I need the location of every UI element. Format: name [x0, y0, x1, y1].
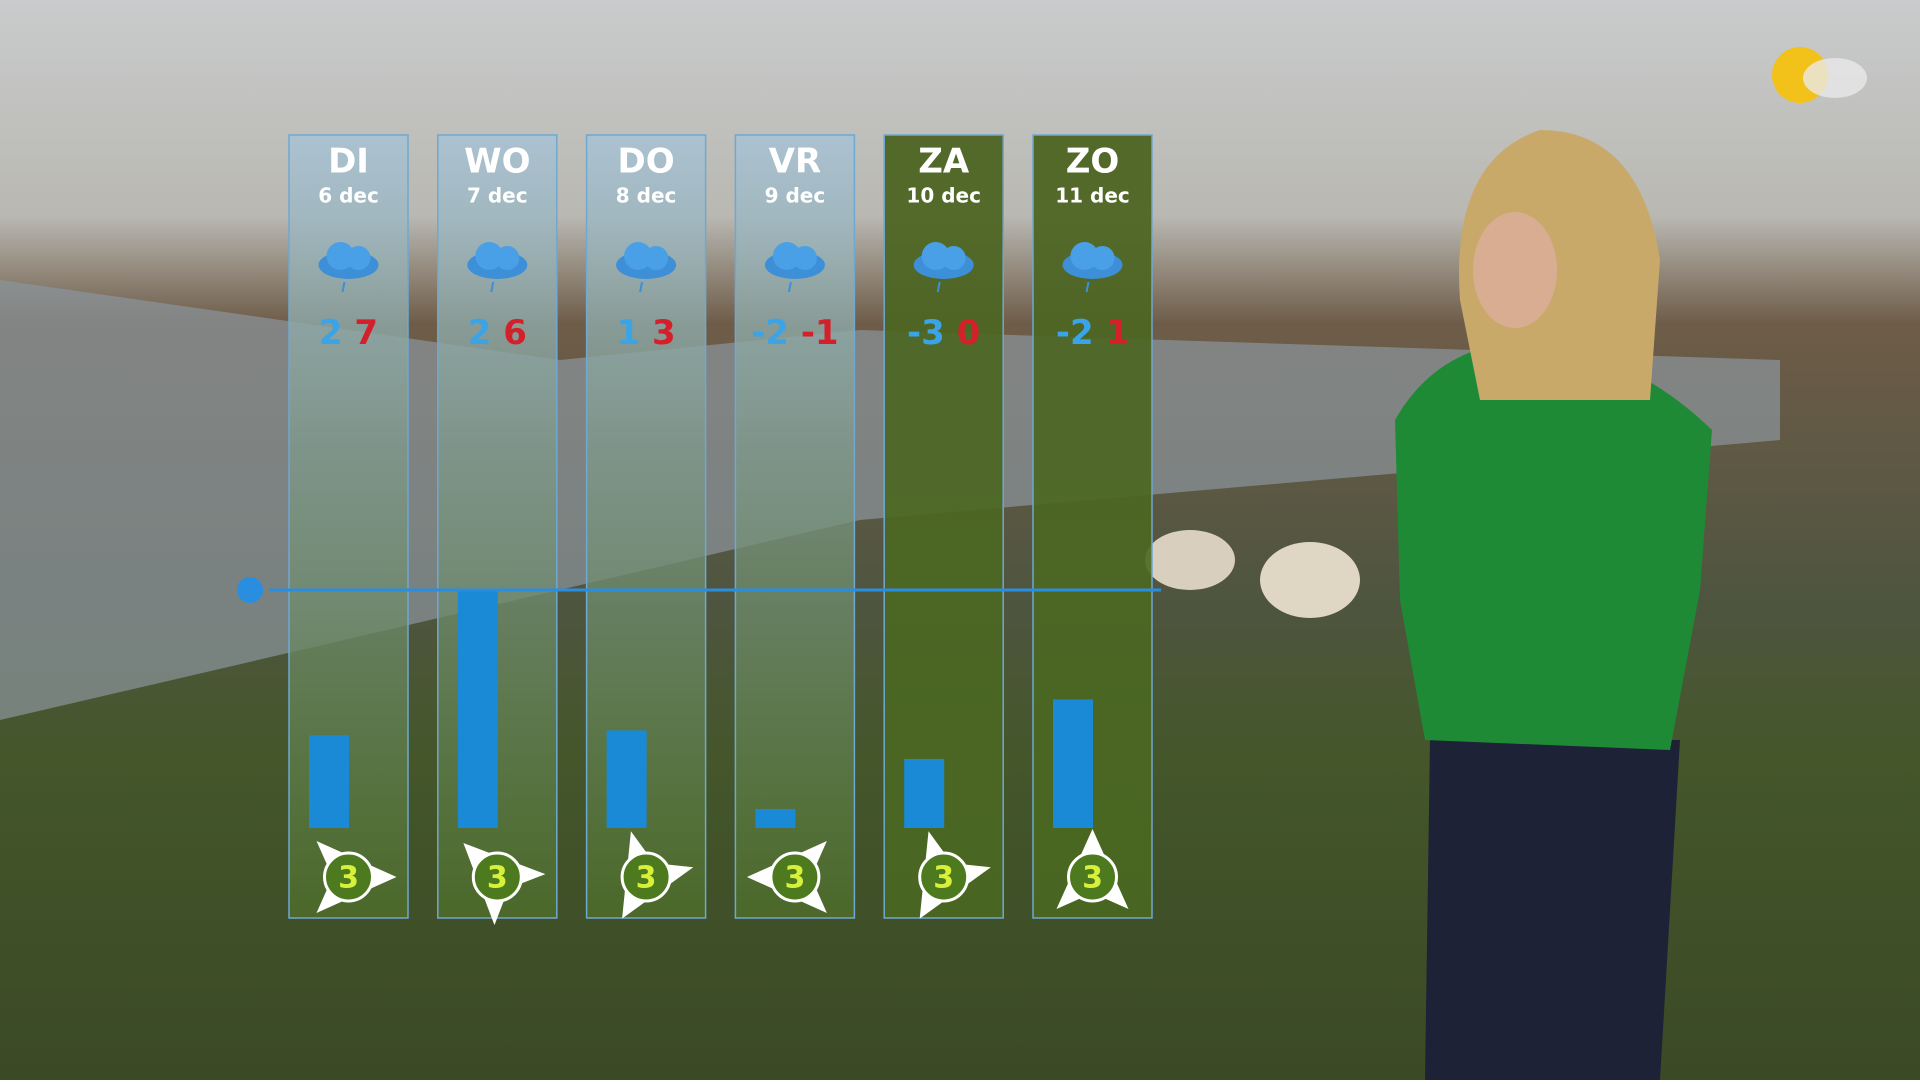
sheep — [1260, 542, 1360, 618]
wind-energy-bar — [1053, 699, 1093, 828]
day-label: ZA — [918, 142, 970, 182]
date-label: 6 dec — [318, 184, 379, 208]
min-temp: -2 — [1056, 313, 1094, 353]
cloud-icon — [1070, 242, 1099, 270]
wind-force-circle — [323, 851, 374, 903]
temperature: -2 1 — [1056, 313, 1129, 353]
rain-drop — [490, 281, 495, 293]
reference-icon — [237, 577, 263, 603]
wind-energy-bar — [457, 590, 498, 828]
wind-force-circle — [1067, 851, 1118, 903]
max-temp: 7 — [354, 313, 378, 353]
temperature: -3 0 — [907, 313, 980, 353]
rain-drop — [341, 281, 346, 293]
wind-force-circle — [471, 851, 523, 903]
cloud-icon — [921, 242, 950, 270]
max-temp: 0 — [957, 313, 981, 353]
min-temp: 2 — [319, 313, 343, 353]
logo — [1772, 47, 1867, 103]
wind-energy-bar — [606, 730, 647, 828]
presenter — [1395, 130, 1712, 1080]
day-label: DI — [328, 142, 369, 182]
cloud-icon — [941, 246, 966, 270]
cloud-icon — [1090, 246, 1115, 270]
date-label: 11 dec — [1055, 184, 1130, 208]
temperature: 2 6 — [468, 313, 527, 353]
cloud-icon — [624, 242, 653, 270]
day-label: VR — [769, 142, 822, 182]
min-temp: 1 — [617, 313, 641, 353]
wind-force: 3 — [636, 861, 657, 896]
max-temp: 3 — [652, 313, 676, 353]
wind-energy-bar — [309, 735, 349, 828]
wind-force-circle — [918, 851, 970, 903]
cloud-icon — [495, 246, 520, 270]
wind-force: 3 — [1082, 861, 1103, 896]
wind-force: 3 — [487, 861, 508, 896]
cloud-icon — [772, 242, 801, 270]
wind-force-circle — [620, 851, 672, 903]
rain-drop — [639, 281, 644, 293]
min-temp: 2 — [468, 313, 492, 353]
cloud-icon — [475, 242, 504, 270]
date-label: 10 dec — [906, 184, 981, 208]
max-temp: -1 — [801, 313, 839, 353]
wind-force: 3 — [933, 861, 954, 896]
cloud-icon — [644, 246, 669, 270]
wind-force-circle — [769, 851, 821, 903]
min-temp: -3 — [907, 313, 945, 353]
rain-drop — [936, 281, 941, 293]
temperature: 1 3 — [617, 313, 676, 353]
rain-drop — [1085, 281, 1090, 293]
wind-energy-bar — [755, 808, 796, 828]
date-label: 8 dec — [616, 184, 677, 208]
day-label: WO — [464, 142, 530, 182]
cloud-icon — [326, 242, 355, 270]
sheep — [1145, 530, 1235, 590]
max-temp: 1 — [1105, 313, 1129, 353]
day-label: DO — [618, 142, 675, 182]
wind-force: 3 — [338, 861, 359, 896]
temperature: 2 7 — [319, 313, 378, 353]
cloud-icon — [346, 246, 371, 270]
wind-energy-bar — [904, 758, 945, 828]
max-temp: 6 — [503, 313, 527, 353]
date-label: 9 dec — [765, 184, 826, 208]
rain-drop — [787, 281, 792, 293]
day-label: ZO — [1066, 142, 1120, 182]
date-label: 7 dec — [467, 184, 528, 208]
wind-force: 3 — [784, 861, 805, 896]
min-temp: -2 — [751, 313, 789, 353]
temperature: -2 -1 — [751, 313, 838, 353]
cloud-icon — [792, 246, 817, 270]
